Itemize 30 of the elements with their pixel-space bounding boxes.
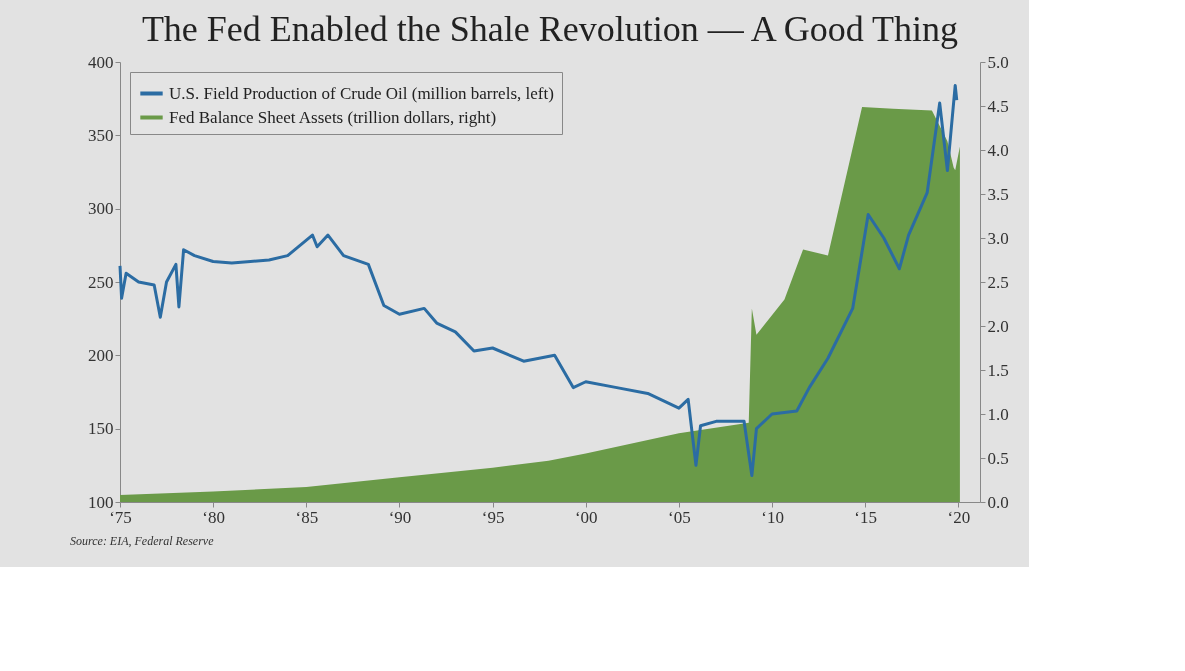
y-tick-label: 250 — [88, 272, 114, 292]
y-tick-label: 200 — [88, 345, 114, 365]
x-tick-label: ‘80 — [202, 507, 225, 527]
y-tick-label: 150 — [88, 419, 114, 439]
x-tick-label: ‘15 — [854, 507, 878, 527]
y2-tick-label: 2.5 — [987, 272, 1009, 292]
legend-label: U.S. Field Production of Crude Oil (million barrels, left) — [169, 83, 554, 103]
x-tick-label: ‘85 — [295, 507, 319, 527]
y2-tick-label: 1.5 — [987, 360, 1009, 380]
x-tick-label: ‘20 — [947, 507, 971, 527]
y2-tick-label: 2.0 — [987, 316, 1009, 336]
x-tick-label: ‘90 — [388, 507, 412, 527]
y-tick-label: 300 — [88, 199, 114, 219]
y-tick-label: 350 — [88, 125, 114, 145]
chart-title: The Fed Enabled the Shale Revolution — A Good Thing — [141, 9, 959, 49]
y2-tick-label: 1.0 — [987, 404, 1009, 424]
y2-tick-label: 3.5 — [987, 184, 1009, 204]
y2-tick-label: 0.0 — [987, 492, 1009, 512]
y2-tick-label: 0.5 — [987, 448, 1009, 468]
y2-tick-label: 4.0 — [987, 140, 1009, 160]
y-tick-label: 400 — [88, 52, 114, 72]
x-tick-label: ‘10 — [761, 507, 784, 527]
x-tick-label: ‘05 — [668, 507, 691, 527]
x-tick-label: ‘00 — [574, 507, 598, 527]
y2-tick-label: 4.5 — [987, 96, 1009, 116]
y2-tick-label: 3.0 — [987, 228, 1009, 248]
legend-label: Fed Balance Sheet Assets (trillion dollars, right) — [169, 107, 497, 127]
y2-tick-label: 5.0 — [987, 52, 1009, 72]
x-tick-label: ‘95 — [481, 507, 505, 527]
source-note: Source: EIA, Federal Reserve — [70, 534, 215, 548]
